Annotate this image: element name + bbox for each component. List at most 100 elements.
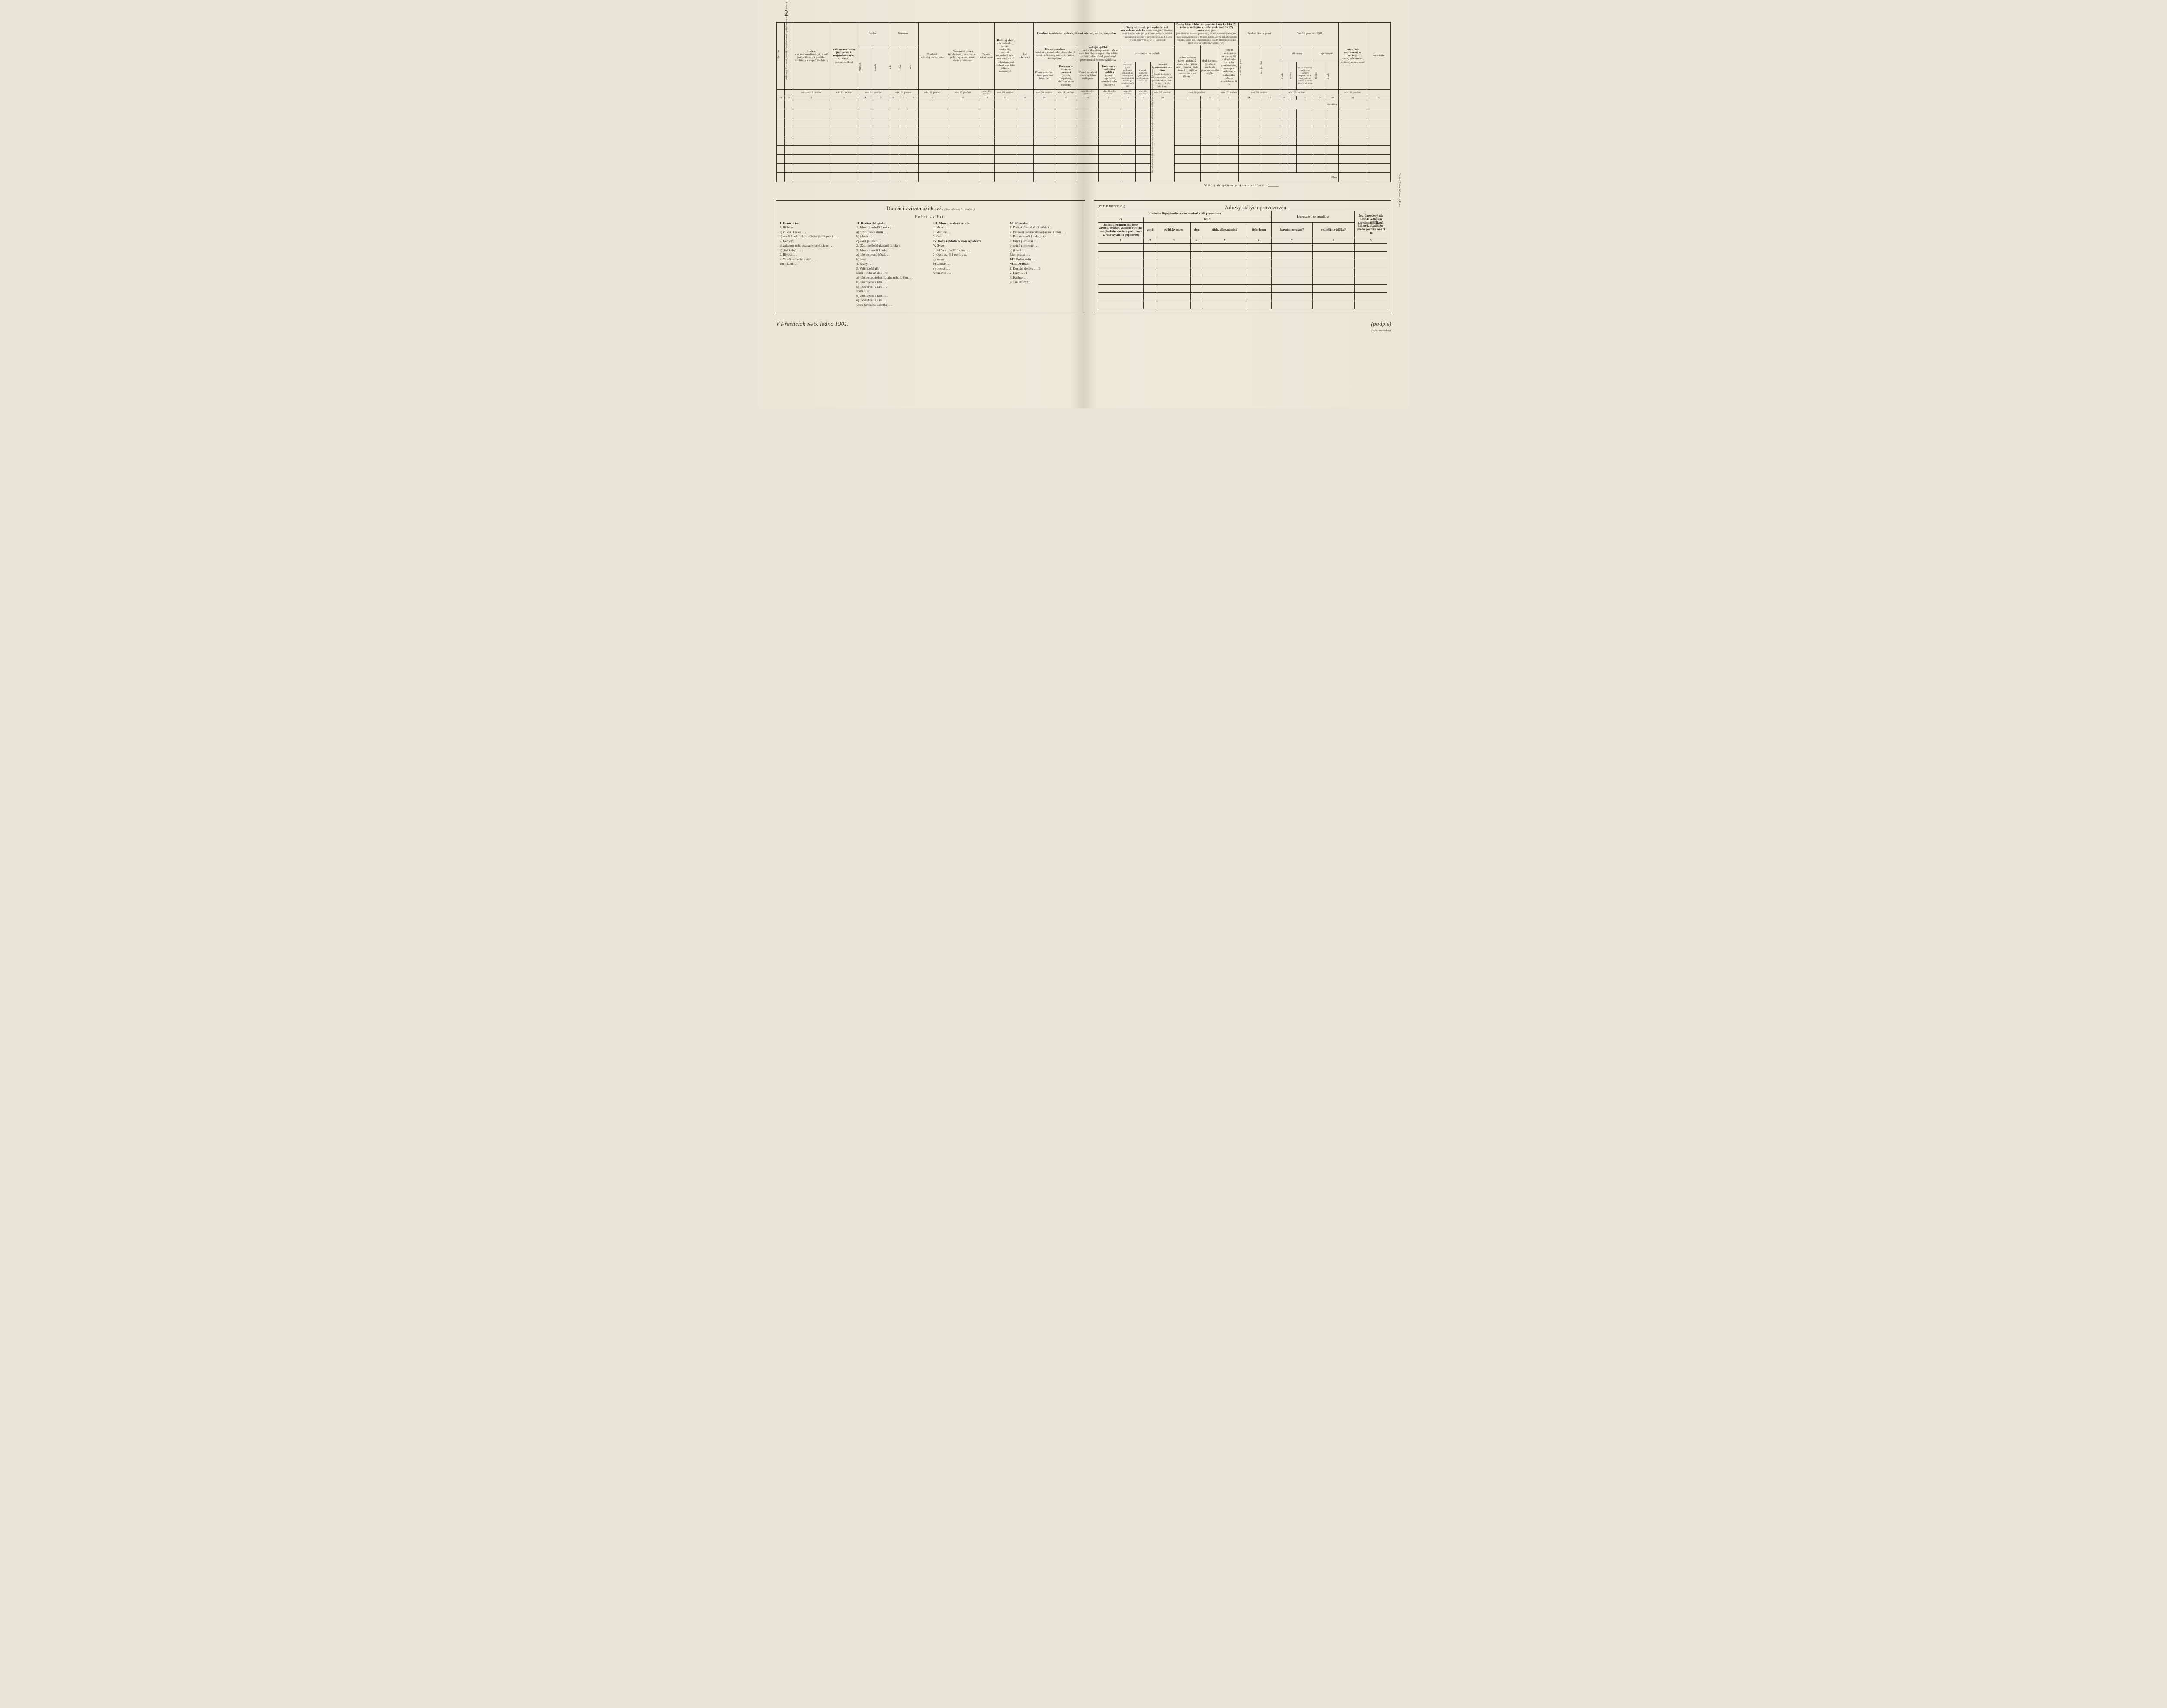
col-osoby2-sub: jako úředníci, dozorci, pomocníci, dělní… bbox=[1176, 32, 1237, 44]
col-jmeno-head: Jméno, bbox=[807, 50, 816, 53]
col-stala-head: ve stálé provozovně ano či ne bbox=[1153, 63, 1172, 72]
animal-item: 1. Mezci . . . bbox=[933, 225, 1005, 230]
addresses-table: V rubrice 20 popisného archu uvedená stá… bbox=[1098, 211, 1387, 309]
col-vedlejsi-head: Vedlejší výdělek, bbox=[1088, 46, 1108, 49]
col-jmeno-sub: a to jméno rodinné (příjmení) jméno (kře… bbox=[795, 53, 828, 62]
ref-17: odst. 22. a 20. poučení bbox=[1077, 89, 1098, 96]
col-povolani-head: Povolání, zaměstnání, výdělek, živnost, … bbox=[1033, 22, 1120, 45]
col-pritomny: přítomný bbox=[1280, 45, 1314, 62]
ref-23: odst. 27. poučení bbox=[1220, 89, 1238, 96]
animal-item: 5. Voli (kleštění): bbox=[856, 266, 928, 271]
ref-16: odst. 21. poučení bbox=[1055, 89, 1077, 96]
addr-jest: Jest-li uvedený zde podnik vedlejším záv… bbox=[1355, 211, 1387, 238]
ref-15: odst. 20. poučení bbox=[1033, 89, 1055, 96]
animal-item: 2. Mulové . . . bbox=[933, 230, 1005, 235]
addr-okres: politický okres bbox=[1157, 222, 1191, 238]
col-nepritomny: nepřítomný bbox=[1314, 45, 1338, 62]
addr-n8: 8 bbox=[1312, 238, 1355, 244]
ref-78: odst. 15. poučení bbox=[888, 89, 918, 96]
col-stav-head: Rodinný stav, bbox=[997, 39, 1013, 42]
animal-item: Úhrn ovcí . . . bbox=[933, 271, 1005, 276]
addr-ci: čí bbox=[1098, 217, 1143, 223]
sig-dne: dne bbox=[807, 322, 813, 327]
animal-item: V. Ovce: bbox=[933, 244, 1005, 248]
animal-item: a) ještě neposud březí . . . bbox=[856, 253, 928, 257]
col-zenske: ženské bbox=[874, 48, 877, 87]
addr-header-row: V rubrice 20 popisného archu uvedená stá… bbox=[1098, 211, 1271, 217]
addr-hlav: hlavním povolání? bbox=[1272, 222, 1312, 238]
col-znalost: Znalost čtení a psaní bbox=[1238, 22, 1280, 45]
col-rec: Řeč obcovací bbox=[1016, 22, 1033, 89]
animal-item: 1. Jalovina mladší 1 roku . . . bbox=[856, 225, 928, 230]
col-domovske-head: Domovské právo bbox=[953, 50, 973, 53]
animal-item: b) samice . . . bbox=[933, 262, 1005, 266]
ref-11: odst. 17. poučení bbox=[947, 89, 979, 96]
col-jen-cisti: umí jen čísti bbox=[1260, 48, 1263, 87]
animal-item: 3. Jalovice starší 1 roku: bbox=[856, 248, 928, 253]
col-den: den bbox=[909, 48, 912, 87]
col-misto-head: Místo, kde nepřítomný se zdržuje, bbox=[1344, 48, 1361, 57]
summary-line: Veškerý úhrn přítomných (z rubriky 25 a … bbox=[776, 183, 1391, 187]
col-rok: rok bbox=[889, 48, 892, 87]
animals-title-note: (Srov. odstavec 31. poučení.) bbox=[944, 208, 974, 211]
animals-c1-head: I. Koně, a to: bbox=[780, 221, 851, 225]
col-mesic: měsíc bbox=[899, 48, 902, 87]
animal-item: 2. Kobyly: bbox=[780, 239, 851, 244]
animal-item: 4. Jiná drůbež . . . bbox=[1010, 280, 1081, 285]
col-muzske: mužské bbox=[859, 48, 862, 87]
animal-item: Úhrn prasat . . . bbox=[1010, 253, 1081, 257]
animal-item: a) mladší 1 roku . . . bbox=[780, 230, 851, 235]
animals-box: Domácí zvířata užitková. (Srov. odstavec… bbox=[776, 200, 1085, 313]
col-cisti-psati: umí čísti a psáti bbox=[1240, 48, 1243, 87]
addr-n6: 6 bbox=[1246, 238, 1272, 244]
animal-item: 2. Husy . . . 1 bbox=[1010, 271, 1081, 276]
date-header: Dne 31. prosince 1900 bbox=[1280, 22, 1338, 45]
col-obor-vedl: Přesné označení oboru výdělku vedlejšího bbox=[1077, 62, 1098, 89]
animals-c2-head: II. Hovězí dobytek: bbox=[856, 221, 928, 225]
ref-26: odst. 29. poučení bbox=[1280, 89, 1314, 96]
animal-item: VII. Počet oulů . . . bbox=[1010, 257, 1081, 262]
animal-item: Úhrn hovězího dobytka . . . bbox=[856, 303, 928, 308]
col-prechodne: přechodně (jako podomní zákazník za mzdu… bbox=[1120, 62, 1135, 89]
col-cislo-bytu: Číslo bytu bbox=[778, 32, 781, 80]
sig-signature: (podpis) bbox=[1371, 321, 1391, 328]
animal-item: a) kanci plemenní . . . bbox=[1010, 239, 1081, 244]
addr-n1: 1 bbox=[1098, 238, 1143, 244]
animal-item: c) skopci . . . bbox=[933, 266, 1005, 271]
col-zamestnavatel: jméno a adresu (zemi, politický okres, o… bbox=[1174, 45, 1200, 89]
addr-obec: obec bbox=[1190, 222, 1203, 238]
col-postaveni-v-sub: (poměr majetkový, služební nebo pracovní… bbox=[1101, 74, 1117, 86]
animal-item: b) jiné kobyly . . . bbox=[780, 248, 851, 253]
col-domovske-sub: (příslušnost), místní obec, politický ok… bbox=[948, 53, 978, 62]
rotated-note: Zde buď zapsáno toliko ano nebo ne, adre… bbox=[1152, 108, 1154, 173]
animal-item: IV. Kozy nehledíc k stáří a pohlaví bbox=[933, 239, 1005, 244]
col-poznamka: Poznámka bbox=[1367, 22, 1391, 89]
animal-item: 4. Krávy . . . bbox=[856, 262, 928, 266]
col-stala-sub: Ano-li, buď udána adresa podniku (země, … bbox=[1152, 73, 1173, 88]
addr-ulice: třída, ulice, náměstí bbox=[1203, 222, 1246, 238]
ref-21: odst. 25. poučení bbox=[1150, 89, 1174, 96]
col-vyznani: Vyznání náboženské bbox=[979, 22, 994, 89]
animal-item: b) jalovice . . . bbox=[856, 234, 928, 239]
addr-note: (Patří k rubrice 20.) bbox=[1098, 204, 1125, 211]
col-hlavni-sub: na němž výlučně nebo přece hlavně spočív… bbox=[1035, 51, 1075, 60]
animal-item: 1. Hříbata: bbox=[780, 225, 851, 230]
animal-item: b) upotřebení k tahu . . . bbox=[856, 280, 928, 285]
animals-subtitle: Počet zvířat. bbox=[780, 214, 1081, 219]
addr-prov: Provozuje-li se podnik ve bbox=[1272, 211, 1355, 222]
animal-item: 2. Ovce starší 1 roku, a to: bbox=[933, 253, 1005, 257]
animal-item: e) upotřebení k žíru . . . bbox=[856, 298, 928, 303]
col-nacas1: na čas bbox=[1289, 63, 1292, 89]
col-rodiste-head: Rodiště, bbox=[927, 53, 937, 56]
animal-item: c) jinaká . . . bbox=[1010, 248, 1081, 253]
col-rodiste-sub: politický okres, země bbox=[921, 56, 945, 59]
animal-item: starší 3 let: bbox=[856, 289, 928, 294]
sig-date: 5. ledna 1901. bbox=[814, 321, 849, 328]
animal-item: 2. Běhouni (nedorostlová) až od 1 roku .… bbox=[1010, 230, 1081, 235]
addr-dum: číslo domu bbox=[1246, 222, 1272, 238]
animal-item: b) svině plemenné . . . bbox=[1010, 244, 1081, 248]
col-druh: druh živnosti, vztažmo obchodu provozova… bbox=[1200, 45, 1220, 89]
col-nacas2: na čas bbox=[1315, 63, 1318, 89]
col-osoby2-head: Osoby, které v hlavním povolání (rubrika… bbox=[1176, 23, 1236, 32]
ref-19: odst. 23. poučení bbox=[1120, 89, 1135, 96]
